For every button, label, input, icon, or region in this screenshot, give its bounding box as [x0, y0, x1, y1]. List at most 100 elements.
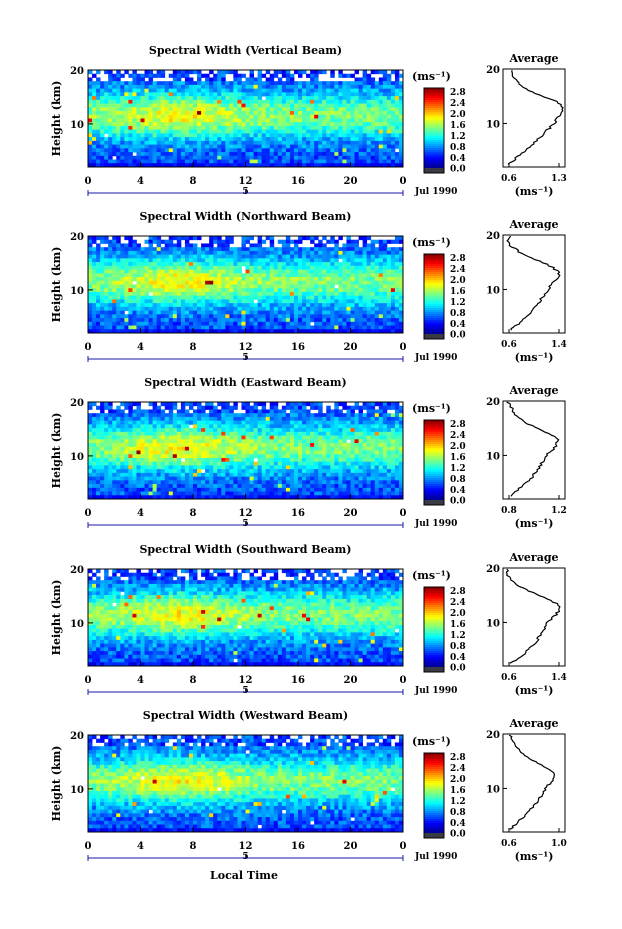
heatmap-cell	[269, 254, 275, 259]
heatmap-cell	[269, 152, 275, 157]
heatmap-cell	[176, 299, 182, 304]
heatmap-cell	[390, 107, 396, 112]
heatmap-cell	[156, 291, 162, 297]
heatmap-cell	[362, 129, 368, 134]
heatmap-cell	[370, 409, 376, 414]
heatmap-cell	[366, 439, 372, 444]
heatmap-cell	[108, 81, 113, 86]
heatmap-cell	[362, 306, 368, 312]
heatmap-cell	[88, 239, 93, 244]
heatmap-cell	[148, 114, 154, 119]
heatmap-cell	[180, 103, 186, 108]
heatmap-cell	[112, 144, 117, 149]
heatmap-cell	[285, 288, 291, 293]
heatmap-cell	[330, 284, 335, 289]
heatmap-cell	[265, 84, 271, 90]
colorbar-swatch	[424, 272, 444, 275]
heatmap-cell	[116, 88, 121, 93]
heatmap-cell	[176, 262, 182, 267]
heatmap-cell	[298, 303, 303, 308]
heatmap-cell	[386, 284, 392, 289]
heatmap-cell	[221, 310, 226, 315]
heatmap-cell	[378, 329, 384, 334]
heatmap-cell	[197, 144, 202, 149]
heatmap-cell	[386, 420, 392, 425]
heatmap-cell	[168, 409, 174, 414]
heatmap-cell	[205, 318, 210, 323]
heatmap-cell	[390, 405, 396, 410]
heatmap-cell	[253, 243, 259, 248]
heatmap-cell	[152, 140, 158, 146]
heatmap-cell	[96, 265, 101, 270]
heatmap-cell	[225, 254, 230, 259]
heatmap-cell	[269, 107, 275, 112]
heatmap-cell	[261, 84, 267, 90]
heatmap-cell	[112, 306, 117, 312]
heatmap-cell	[233, 318, 238, 323]
heatmap-cell	[172, 107, 178, 112]
heatmap-cell	[257, 258, 263, 263]
heatmap-cell	[346, 103, 351, 108]
heatmap-cell	[92, 84, 97, 90]
heatmap-cell	[92, 321, 97, 326]
heatmap-cell	[326, 446, 331, 451]
heatmap-cell	[132, 73, 137, 78]
heatmap-cell	[370, 295, 376, 300]
heatmap-cell	[176, 125, 182, 131]
heatmap-cell	[366, 288, 372, 293]
heatmap-cell	[350, 269, 355, 274]
x-tick-label: 16	[291, 342, 305, 353]
heatmap-cell	[160, 329, 166, 334]
heatmap-cell	[108, 84, 113, 90]
heatmap-cell	[144, 107, 149, 112]
heatmap-cell	[116, 99, 121, 104]
heatmap-cell	[144, 310, 149, 315]
heatmap-cell	[136, 299, 141, 304]
heatmap-cell	[233, 125, 238, 131]
heatmap-cell	[188, 70, 194, 75]
heatmap-cell	[322, 299, 327, 304]
heatmap-cell	[293, 295, 299, 300]
heatmap-cell	[285, 152, 291, 157]
heatmap-cell	[326, 140, 331, 146]
heatmap-cell	[180, 329, 186, 334]
heatmap-cell	[229, 140, 234, 146]
heatmap-cell	[92, 92, 97, 97]
heatmap-cell	[374, 144, 380, 149]
heatmap-cell	[217, 118, 222, 123]
heatmap-cell	[164, 88, 170, 93]
heatmap-cell	[358, 303, 364, 308]
heatmap-cell	[164, 163, 170, 168]
heatmap-cell	[342, 446, 347, 451]
heatmap-cell	[188, 243, 194, 248]
heatmap-cell	[229, 310, 234, 315]
heatmap-cell	[273, 163, 279, 168]
heatmap-cell	[265, 273, 271, 278]
heatmap-cell	[213, 321, 218, 326]
heatmap-cell	[281, 318, 287, 323]
heatmap-cell	[128, 291, 133, 297]
heatmap-cell	[382, 114, 388, 119]
x-tick-label: 20	[344, 342, 358, 353]
heatmap-cell	[302, 84, 307, 90]
heatmap-cell	[152, 254, 158, 259]
heatmap-cell	[172, 402, 178, 407]
heatmap-cell	[378, 258, 384, 263]
heatmap-cell	[88, 140, 93, 146]
heatmap-cell	[213, 329, 218, 334]
heatmap-cell	[273, 250, 279, 256]
heatmap-cell	[188, 435, 194, 440]
heatmap-cell	[108, 413, 113, 418]
heatmap-cell	[124, 152, 129, 157]
heatmap-cell	[326, 163, 331, 168]
heatmap-cell	[342, 129, 347, 134]
heatmap-cell	[302, 405, 307, 410]
heatmap-cell	[261, 321, 267, 326]
heatmap-cell	[124, 125, 129, 131]
heatmap-cell	[221, 144, 226, 149]
heatmap-cell	[310, 148, 315, 153]
heatmap-cell	[257, 310, 263, 315]
heatmap-cell	[188, 88, 194, 93]
heatmap-cell	[92, 310, 97, 315]
heatmap-cell	[394, 88, 400, 93]
